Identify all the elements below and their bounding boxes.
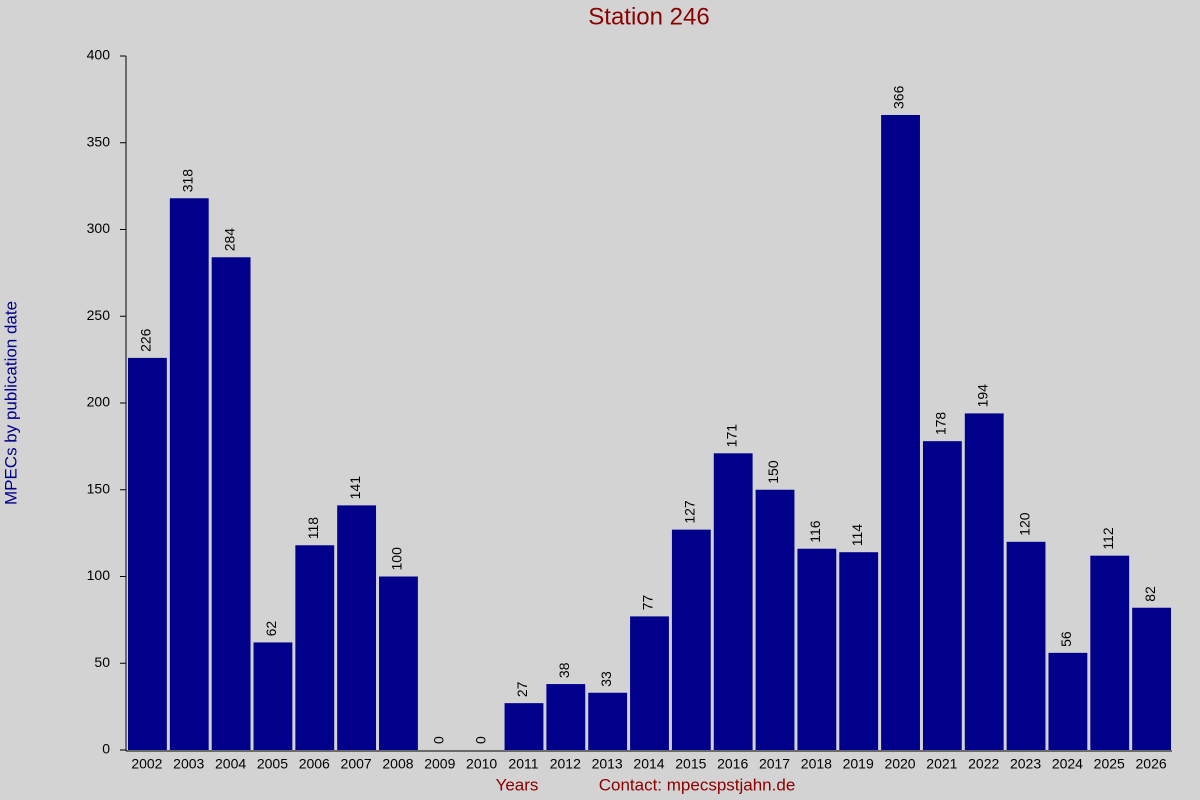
bar <box>922 441 962 750</box>
x-tick-label: 2012 <box>550 756 581 772</box>
x-tick-label: 2025 <box>1094 756 1125 772</box>
x-tick-label: 2024 <box>1052 756 1083 772</box>
y-tick-label: 200 <box>87 394 111 410</box>
bar <box>504 703 544 750</box>
bar <box>295 545 335 750</box>
x-tick-label: 2003 <box>173 756 204 772</box>
bar <box>546 684 586 750</box>
value-label: 178 <box>933 412 949 436</box>
bar <box>253 642 293 750</box>
value-label: 112 <box>1100 527 1116 550</box>
value-label: 171 <box>723 424 739 448</box>
x-tick-label: 2022 <box>968 756 999 772</box>
x-axis-label: Years <box>496 775 539 794</box>
y-axis-label: MPECs by publication date <box>1 301 20 505</box>
bar <box>671 529 711 750</box>
value-label: 116 <box>807 520 823 543</box>
annotation: Contact: mpecspstjahn.de <box>599 775 796 794</box>
x-tick-label: 2016 <box>717 756 748 772</box>
x-tick-label: 2010 <box>466 756 497 772</box>
bar <box>1132 607 1171 750</box>
bar <box>588 692 628 750</box>
value-label: 0 <box>472 736 488 744</box>
x-tick-label: 2019 <box>843 756 874 772</box>
value-label: 27 <box>514 681 530 697</box>
value-label: 38 <box>556 662 572 678</box>
y-tick-label: 400 <box>87 47 111 63</box>
bar <box>630 616 669 750</box>
bar <box>1090 555 1130 750</box>
value-label: 226 <box>138 328 154 352</box>
value-label: 82 <box>1142 586 1158 602</box>
bar <box>881 114 920 751</box>
value-label: 127 <box>682 500 698 524</box>
value-label: 284 <box>221 228 237 252</box>
x-tick-label: 2021 <box>926 756 957 772</box>
bar <box>379 576 418 750</box>
value-label: 366 <box>891 85 907 109</box>
value-label: 0 <box>431 736 447 744</box>
value-label: 114 <box>849 524 865 547</box>
bar <box>1006 541 1046 750</box>
value-label: 318 <box>179 169 195 193</box>
y-tick-label: 100 <box>87 567 111 583</box>
chart-title: Station 246 <box>588 3 709 30</box>
y-tick-label: 150 <box>87 480 111 496</box>
value-label: 100 <box>389 547 405 571</box>
x-tick-label: 2011 <box>508 756 538 772</box>
value-label: 118 <box>305 517 321 540</box>
x-tick-label: 2005 <box>257 756 288 772</box>
value-label: 62 <box>263 621 279 637</box>
value-label: 141 <box>347 476 363 500</box>
y-tick-label: 350 <box>87 133 111 149</box>
x-tick-label: 2018 <box>801 756 832 772</box>
x-tick-label: 2007 <box>341 756 372 772</box>
x-tick-label: 2014 <box>633 756 664 772</box>
value-label: 56 <box>1058 631 1074 647</box>
x-tick-label: 2015 <box>675 756 706 772</box>
bar <box>128 357 167 750</box>
y-tick-label: 300 <box>87 220 111 236</box>
bar <box>839 552 879 750</box>
bar <box>1048 652 1088 750</box>
y-tick-label: 0 <box>102 741 110 757</box>
y-tick-label: 50 <box>94 654 110 670</box>
value-label: 77 <box>640 595 656 611</box>
bar <box>169 198 209 750</box>
x-tick-label: 2008 <box>382 756 413 772</box>
bar <box>713 453 753 750</box>
x-tick-label: 2006 <box>299 756 330 772</box>
value-label: 33 <box>598 671 614 687</box>
x-tick-label: 2002 <box>131 756 162 772</box>
x-tick-label: 2009 <box>424 756 455 772</box>
x-tick-label: 2026 <box>1136 756 1167 772</box>
value-label: 150 <box>765 460 781 484</box>
value-label: 194 <box>974 384 990 408</box>
x-tick-label: 2023 <box>1010 756 1041 772</box>
x-tick-label: 2004 <box>215 756 246 772</box>
x-tick-label: 2017 <box>759 756 790 772</box>
y-tick-label: 250 <box>87 307 111 323</box>
bar <box>211 257 251 750</box>
x-tick-label: 2013 <box>592 756 623 772</box>
bar <box>337 505 377 750</box>
bar <box>755 489 795 750</box>
bar <box>964 413 1004 750</box>
value-label: 120 <box>1016 512 1032 536</box>
x-tick-label: 2020 <box>884 756 915 772</box>
bar <box>797 548 837 750</box>
